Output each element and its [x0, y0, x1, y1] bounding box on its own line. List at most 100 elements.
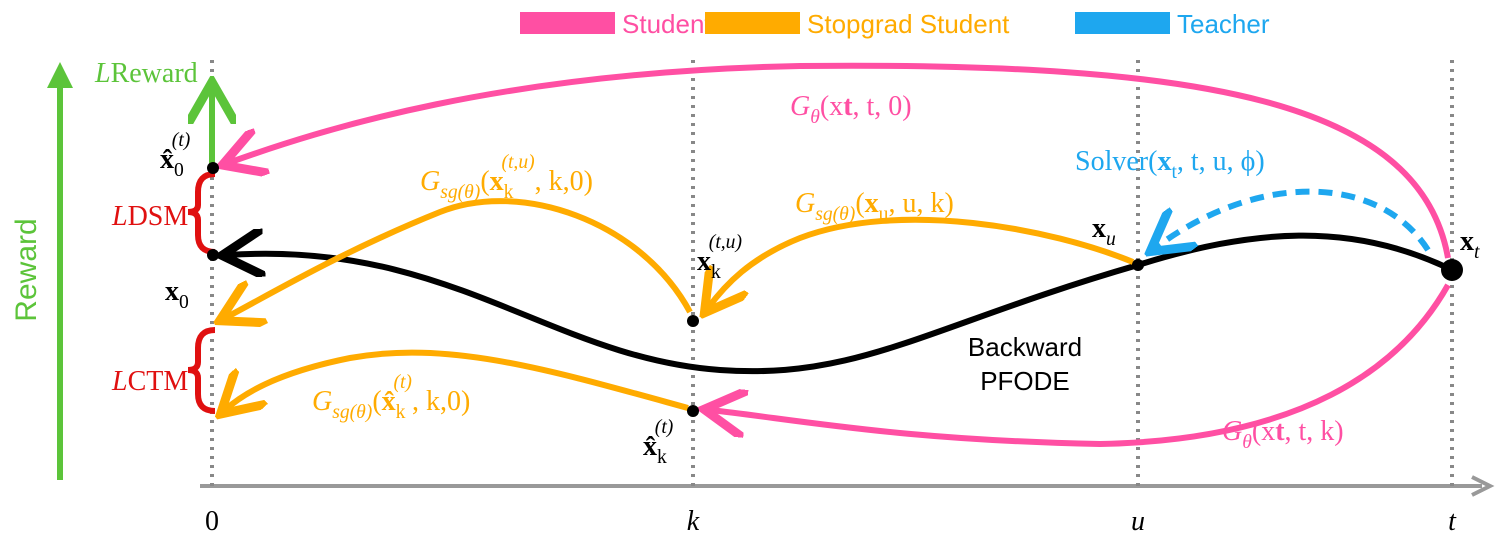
label-part: x	[165, 276, 179, 307]
label-part: G	[790, 91, 810, 122]
label-g-theta-top: Gθ(xt, t, 0)	[790, 91, 912, 128]
label-part: θ	[1242, 432, 1252, 453]
label-part: (t,u)	[501, 152, 534, 173]
label-part: x	[829, 91, 843, 122]
label-part: L	[111, 201, 128, 232]
label-part: , k,0)	[535, 166, 593, 197]
x-axis-label: k	[687, 506, 700, 537]
label-part: (	[855, 188, 864, 219]
label-part: x	[1261, 416, 1275, 447]
label-part: DSM	[128, 201, 189, 232]
label-part: , t, k)	[1285, 416, 1344, 447]
label-part: , t, u, ϕ)	[1177, 146, 1265, 177]
label-g-sg-hat: Gsg(θ)(x̂k (t), k,0)	[312, 372, 470, 423]
label-part: L	[111, 366, 128, 397]
label-part: (t)	[655, 417, 674, 438]
label-l-dsm: LDSM	[111, 201, 188, 232]
label-part: , t, 0)	[853, 91, 912, 122]
y-axis-label: Reward	[10, 218, 43, 321]
curves	[187, 62, 1454, 448]
label-xk-tu: xk (t,u)	[697, 232, 742, 283]
label-part: t	[1474, 242, 1480, 263]
pfode-curve	[228, 236, 1454, 375]
label-part: G	[312, 386, 332, 417]
label-part: G	[420, 166, 440, 197]
axes	[47, 60, 1495, 497]
label-part: (t)	[393, 372, 412, 393]
label-part: x	[1460, 226, 1474, 257]
label-part: (t)	[172, 130, 191, 151]
label-part: t	[1275, 416, 1285, 447]
student-curve-top	[228, 62, 1451, 259]
label-part: t	[1171, 162, 1177, 183]
legend-label: Student	[622, 9, 712, 39]
label-part: sg(θ)	[815, 204, 855, 225]
legend-label: Stopgrad Student	[807, 9, 1010, 39]
label-part: G	[795, 188, 815, 219]
label-l-ctm: LCTM	[111, 366, 188, 397]
label-part: x	[1157, 146, 1171, 177]
label-part: x	[865, 188, 879, 219]
label-x0: x0	[165, 276, 189, 313]
teacher-curve	[1155, 188, 1431, 250]
label-part: x̂	[382, 386, 396, 417]
label-part: k	[396, 402, 406, 423]
label-part: (	[372, 386, 381, 417]
label-part: k	[711, 262, 721, 283]
label-part: sg(θ)	[332, 402, 372, 423]
label-pfode: PFODE	[980, 366, 1070, 396]
legend-label: Teacher	[1177, 9, 1270, 39]
label-x0-hat: x̂0 (t)	[160, 130, 190, 181]
label-backward: Backward	[968, 332, 1082, 362]
label-part: x	[697, 246, 711, 277]
legend-swatch	[1075, 12, 1170, 34]
stopgrad-curve-hat	[225, 349, 689, 410]
student-curve-bottom	[710, 283, 1451, 448]
label-part: u	[1106, 229, 1116, 250]
label-part: k	[504, 182, 514, 203]
label-part: sg(θ)	[440, 182, 480, 203]
label-part: x̂	[643, 431, 657, 462]
stopgrad-curve-k0	[225, 198, 693, 318]
label-solver: Solver(xt, t, u, ϕ)	[1075, 146, 1265, 183]
point-xt	[1441, 259, 1463, 281]
label-g-sg-uk: Gsg(θ)(xu, u, k)	[795, 188, 954, 225]
label-part: L	[94, 58, 111, 89]
label-part: x	[490, 166, 504, 197]
label-part: Solver(	[1075, 146, 1157, 177]
label-part: 0	[174, 160, 184, 181]
x-axis-label: t	[1448, 506, 1457, 537]
label-l-reward: LReward	[94, 58, 198, 89]
legend-swatch	[705, 12, 800, 34]
label-part: t	[843, 91, 853, 122]
label-part: (	[1252, 416, 1261, 447]
point-xu	[1132, 259, 1144, 271]
label-part: Reward	[111, 58, 198, 89]
label-part: x	[1092, 213, 1106, 244]
label-g-sg-k0: Gsg(θ)(xk (t,u), k,0)	[420, 152, 593, 203]
label-part: , u, k)	[888, 188, 953, 219]
point-xk-tu	[687, 315, 699, 327]
x-axis-label: 0	[205, 506, 219, 537]
label-part: (t,u)	[709, 232, 742, 253]
time-axis-arrow	[1471, 475, 1495, 497]
label-part: G	[1222, 416, 1242, 447]
label-part: θ	[810, 107, 820, 128]
label-part: (	[820, 91, 829, 122]
label-part: , k,0)	[412, 386, 470, 417]
reward-axis-arrow	[47, 62, 73, 88]
label-xu: xu	[1092, 213, 1116, 250]
legend-swatch	[520, 12, 615, 34]
label-part: CTM	[128, 366, 189, 397]
label-part: u	[879, 204, 889, 225]
point-xk-hat	[687, 405, 699, 417]
label-xk-hat: x̂k (t)	[643, 417, 673, 468]
label-g-theta-bottom: Gθ(xt, t, k)	[1222, 416, 1344, 453]
label-part: x̂	[160, 144, 174, 175]
point-x0	[207, 249, 219, 261]
dsm-brace	[187, 171, 216, 255]
x-axis-label: u	[1131, 506, 1145, 537]
point-x0-hat	[207, 162, 219, 174]
label-part: k	[657, 447, 667, 468]
